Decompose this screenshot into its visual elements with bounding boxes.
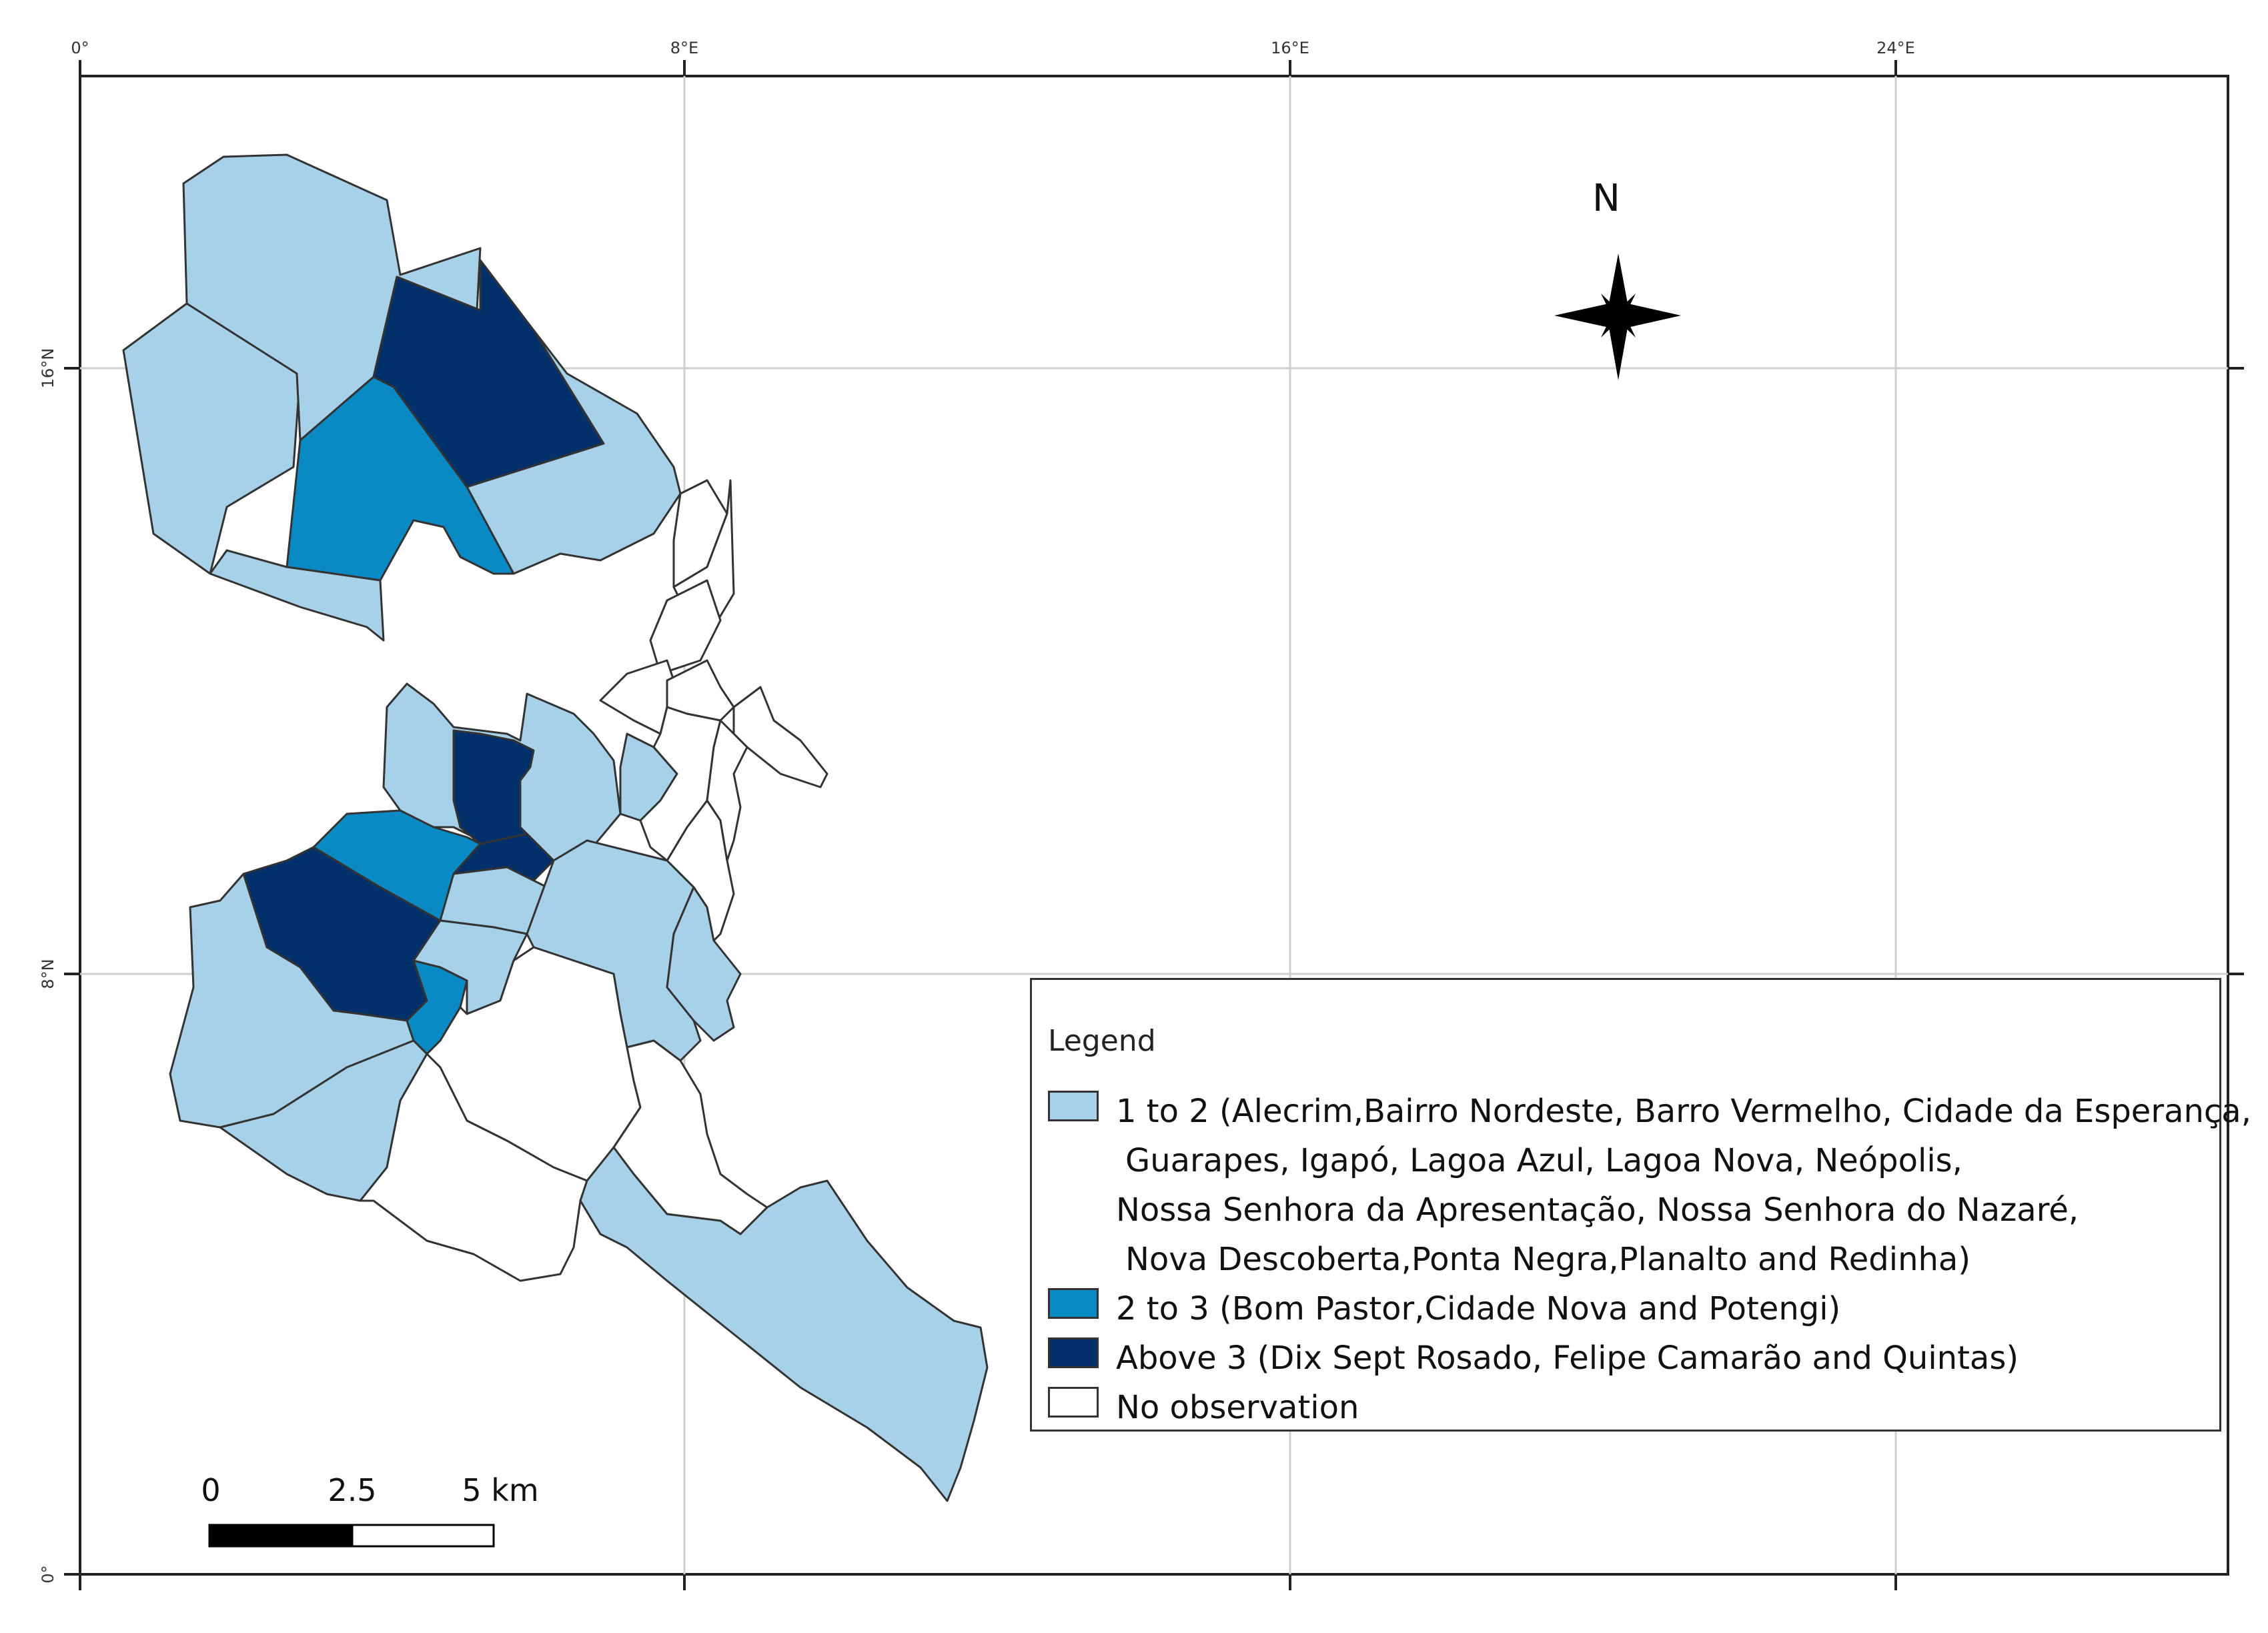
scale-bar-white-segment: [351, 1524, 495, 1548]
legend-title: Legend: [1048, 1024, 1156, 1058]
legend-line: Nossa Senhora da Apresentação, Nossa Sen…: [1116, 1191, 2079, 1229]
legend-entry-2-to-3: 2 to 3 (Bom Pastor,Cidade Nova and Poten…: [1048, 1284, 1840, 1333]
top-label-8e: 8°E: [670, 39, 698, 57]
district-north-east: [466, 329, 682, 575]
legend-entry-no-observation: No observation: [1048, 1383, 1359, 1432]
graticule-labels: 0° 8°E 16°E 24°E 16°N 8°N 0°: [39, 39, 1915, 1584]
legend-line: Guarapes, Igapó, Lagoa Azul, Lagoa Nova,…: [1125, 1142, 1962, 1179]
neighbourhoods: [122, 153, 989, 1502]
legend-line: 1 to 2 (Alecrim,Bairro Nordeste, Barro V…: [1116, 1093, 2251, 1130]
frame-ticks: [64, 60, 2244, 1590]
legend-swatch-2-to-3: [1048, 1288, 1099, 1319]
left-label-0: 0°: [39, 1565, 57, 1583]
district-south-dark-top: [452, 729, 535, 845]
legend-swatch-no-observation: [1048, 1387, 1099, 1418]
legend-swatch-above-3: [1048, 1337, 1099, 1368]
north-arrow: N: [1554, 177, 1681, 380]
left-label-8n: 8°N: [39, 959, 57, 989]
top-label-16e: 16°E: [1271, 39, 1309, 57]
legend-text-no-observation: No observation: [1116, 1389, 1359, 1426]
compass-star-diag-icon: [1601, 294, 1636, 338]
district-north-southwest: [209, 549, 385, 642]
legend-text-2-to-3: 2 to 3 (Bom Pastor,Cidade Nova and Poten…: [1116, 1290, 1841, 1327]
legend: Legend 1 to 2 (Alecrim,Bairro Nordeste, …: [1030, 978, 2251, 1432]
top-label-24e: 24°E: [1876, 39, 1915, 57]
north-arrow-label: N: [1592, 177, 1620, 220]
legend-text-above-3: Above 3 (Dix Sept Rosado, Felipe Camarão…: [1116, 1339, 2019, 1377]
scale-label-2-5: 2.5: [328, 1472, 376, 1508]
scale-bar-black-segment: [208, 1524, 354, 1548]
district-center-white-5: [706, 719, 748, 862]
legend-entry-above-3: Above 3 (Dix Sept Rosado, Felipe Camarão…: [1048, 1333, 2019, 1383]
legend-swatch-1-to-2: [1048, 1091, 1099, 1121]
legend-text-1-to-2: 1 to 2 (Alecrim,Bairro Nordeste, Barro V…: [1116, 1087, 2251, 1284]
legend-entry-1-to-2: 1 to 2 (Alecrim,Bairro Nordeste, Barro V…: [1048, 1087, 2251, 1284]
scale-bar: 0 2.5 5 km: [201, 1472, 539, 1548]
district-south-coast-long: [579, 1146, 989, 1502]
scale-label-5km: 5 km: [462, 1472, 538, 1508]
district-north-strip-3: [649, 579, 722, 675]
top-label-0: 0°: [71, 39, 89, 57]
scale-label-0: 0: [201, 1472, 220, 1508]
left-label-16n: 16°N: [39, 348, 57, 389]
legend-line: Nova Descoberta,Ponta Negra,Planalto and…: [1125, 1241, 1971, 1278]
